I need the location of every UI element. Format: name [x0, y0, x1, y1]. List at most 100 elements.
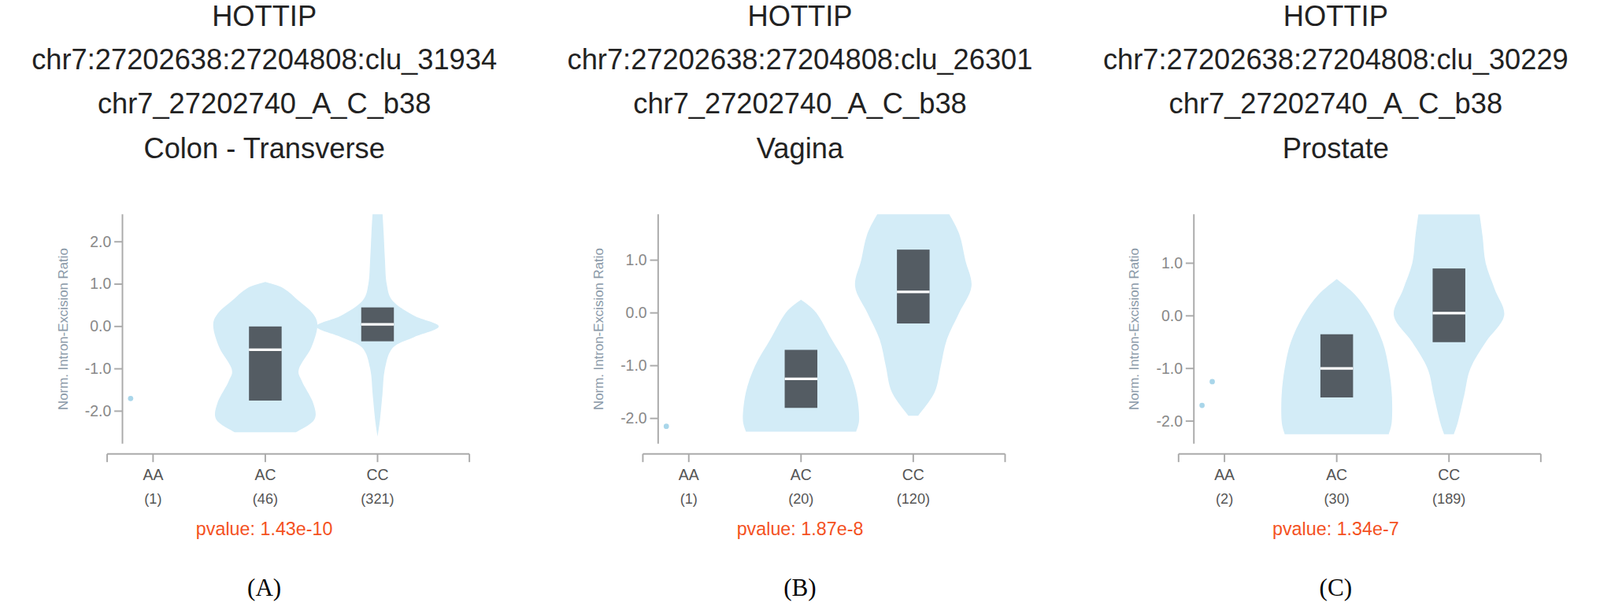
- panel-label: (A): [247, 574, 282, 602]
- box: [248, 326, 282, 401]
- x-tick-label: CC: [366, 466, 389, 484]
- y-axis-label: Norm. Intron-Excision Ratio: [55, 248, 71, 411]
- y-tick: [650, 418, 659, 420]
- panel: HOTTIP chr7:27202638:27204808:clu_26301ch…: [567, 0, 1034, 602]
- x-tick: [151, 454, 154, 463]
- title: chr7_27202740_A_C_b38: [633, 87, 967, 120]
- y-tick-label: 2.0: [89, 233, 112, 251]
- box: [896, 249, 930, 324]
- y-tick: [1185, 367, 1194, 370]
- count-label: (321): [360, 491, 394, 508]
- box: [785, 350, 818, 409]
- y-tick: [1185, 314, 1194, 317]
- box: [1432, 268, 1465, 343]
- point: [1199, 403, 1205, 409]
- x-axis-end: [1540, 454, 1542, 463]
- pvalue: pvalue: 1.34e-7: [1272, 518, 1400, 540]
- x-tick-label: AC: [790, 466, 812, 484]
- x-tick: [912, 454, 915, 463]
- y-tick-label: -1.0: [85, 359, 112, 378]
- violin: [1393, 214, 1504, 435]
- title: chr7:27202638:27204808:clu_30229: [1103, 43, 1569, 76]
- panel: HOTTIP chr7:27202638:27204808:clu_30229ch…: [1103, 0, 1569, 602]
- count-label: (120): [896, 491, 930, 508]
- y-tick-label: 0.0: [625, 303, 648, 322]
- y-tick-label: 1.0: [625, 251, 648, 269]
- point: [1209, 379, 1215, 386]
- point: [128, 396, 134, 402]
- title: HOTTIP: [748, 0, 853, 33]
- median: [361, 323, 394, 326]
- y-tick: [1185, 262, 1194, 264]
- title: chr7_27202740_A_C_b38: [1169, 87, 1503, 120]
- y-tick: [650, 365, 659, 367]
- count-label: (189): [1432, 491, 1466, 508]
- y-axis: [657, 214, 660, 445]
- x-axis-end: [641, 454, 644, 463]
- y-tick-label: -1.0: [620, 356, 648, 375]
- point: [663, 423, 670, 430]
- count-label: (30): [1324, 491, 1350, 508]
- y-tick-label: 0.0: [89, 317, 112, 335]
- title: chr7:27202638:27204808:clu_26301: [567, 43, 1034, 76]
- title: chr7_27202740_A_C_b38: [97, 87, 431, 120]
- y-tick-label: 1.0: [1161, 254, 1183, 272]
- y-tick: [650, 259, 659, 262]
- title: Colon - Transverse: [143, 132, 385, 165]
- count-label: (2): [1215, 491, 1234, 508]
- x-tick: [1223, 454, 1226, 463]
- plot-area: [128, 214, 440, 437]
- x-tick: [688, 454, 690, 463]
- plot-area: [1199, 214, 1504, 435]
- panel-label: (C): [1319, 574, 1352, 602]
- violin: [316, 214, 440, 437]
- y-axis-label: Norm. Intron-Excision Ratio: [591, 248, 607, 411]
- x-axis-end: [1004, 454, 1007, 463]
- median: [248, 348, 282, 352]
- y-tick-label: -1.0: [1156, 359, 1184, 378]
- count-label: (1): [680, 491, 698, 508]
- x-tick-label: AC: [254, 466, 276, 484]
- y-tick-label: -2.0: [1156, 412, 1184, 430]
- y-tick: [114, 368, 123, 371]
- median: [896, 290, 930, 293]
- count-label: (1): [144, 491, 162, 508]
- y-axis-label: Norm. Intron-Excision Ratio: [1126, 248, 1142, 411]
- count-label: (20): [788, 491, 814, 508]
- x-axis-end: [1177, 454, 1180, 463]
- x-tick-label: AA: [1214, 466, 1235, 484]
- x-axis: [642, 453, 1005, 456]
- x-tick-label: CC: [1437, 466, 1460, 484]
- x-axis-end: [468, 454, 471, 463]
- y-tick-label: -2.0: [85, 402, 112, 420]
- y-axis: [122, 214, 124, 445]
- panel-label: (B): [783, 574, 816, 602]
- x-axis: [1178, 453, 1541, 456]
- x-tick: [264, 454, 267, 463]
- median: [1320, 367, 1353, 371]
- title: Prostate: [1282, 132, 1389, 165]
- x-tick-label: AC: [1325, 466, 1348, 484]
- violin: [213, 281, 318, 433]
- x-axis: [107, 453, 470, 456]
- violin: [855, 214, 972, 416]
- y-tick: [114, 325, 123, 328]
- panel: HOTTIPchr7:27202638:27204808:clu_31934ch…: [31, 0, 497, 602]
- pvalue: pvalue: 1.43e-10: [196, 518, 334, 540]
- y-tick: [1185, 420, 1194, 423]
- box: [1320, 334, 1353, 398]
- x-tick: [800, 454, 802, 463]
- title: HOTTIP: [1283, 0, 1389, 33]
- y-tick: [650, 312, 659, 315]
- x-tick-label: AA: [678, 466, 700, 484]
- y-tick-label: 1.0: [89, 275, 112, 293]
- x-tick: [1336, 454, 1338, 463]
- title: HOTTIP: [211, 0, 317, 33]
- y-axis: [1192, 214, 1195, 445]
- y-tick-label: 0.0: [1161, 307, 1183, 325]
- title: Vagina: [756, 132, 845, 165]
- y-tick: [114, 410, 123, 412]
- violin: [742, 300, 860, 433]
- y-tick: [114, 240, 123, 243]
- median: [785, 377, 818, 381]
